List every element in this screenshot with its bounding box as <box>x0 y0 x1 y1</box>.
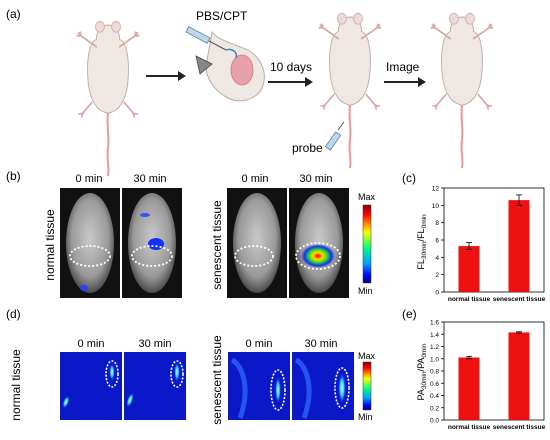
pa-image-normal-30min <box>124 352 186 420</box>
pa-image-normal-0min <box>60 352 122 420</box>
fl-colorbar: Max Min <box>358 192 376 296</box>
y-tick-label: 4 <box>435 255 439 262</box>
pa-colorbar: Max Min <box>358 351 376 422</box>
x-tick-label: normal tissue <box>448 296 491 303</box>
pa-image-senescent-30min <box>292 352 354 420</box>
fl-colorbar-min: Min <box>358 286 373 296</box>
panel-c-label: (c) <box>402 171 416 185</box>
bar <box>458 246 480 292</box>
mouse-illustration-3 <box>430 12 494 170</box>
panel-d: (d) 0 min 30 min 0 min 30 min normal tis… <box>6 307 376 425</box>
pa-colorbar-min: Min <box>358 412 373 422</box>
fl-image-senescent-30min <box>289 188 349 298</box>
mouse-illustration-2: probe <box>292 12 382 170</box>
y-tick-label: 0.6 <box>430 381 439 388</box>
y-tick-label: 2 <box>435 272 439 279</box>
roi-circle <box>69 245 111 267</box>
pa-roi <box>334 367 350 409</box>
panel-b-label: (b) <box>6 169 21 183</box>
treatment-label: PBS/CPT <box>196 9 248 23</box>
roi-circle <box>131 245 173 267</box>
x-tick-label: senescent tissue <box>493 296 546 303</box>
y-tick-label: 1.2 <box>430 344 439 351</box>
pa-image-senescent-0min <box>228 352 290 420</box>
x-tick-label: normal tissue <box>448 424 491 431</box>
arrow-right-3: Image <box>384 60 426 87</box>
panel-b: (b) 0 min 30 min 0 min 30 min normal tis… <box>6 169 376 298</box>
pa-colorbar-max: Max <box>358 351 376 361</box>
fl-time-0-normal: 0 min <box>76 173 103 185</box>
injection-illustration: PBS/CPT <box>185 9 265 102</box>
y-tick-label: 0.8 <box>430 369 439 376</box>
roi-circle <box>295 242 341 270</box>
panel-d-label: (d) <box>6 307 21 321</box>
bar <box>508 200 530 292</box>
y-tick-label: 0.0 <box>430 418 439 425</box>
pa-roi <box>170 360 184 388</box>
time-label: 10 days <box>270 60 312 74</box>
fl-time-30-normal: 30 min <box>133 173 166 185</box>
y-tick-label: 0.2 <box>430 405 439 412</box>
y-tick-label: 8 <box>435 220 439 227</box>
x-tick-label: senescent tissue <box>493 424 546 431</box>
chart-c: 0 2 4 6 8 10 12 normal tissue senescent tissue <box>432 186 546 304</box>
y-tick-label: 1.0 <box>430 356 439 363</box>
mouse-illustration-1 <box>76 20 140 178</box>
y-tick-label: 6 <box>435 238 439 245</box>
arrow-right-1 <box>146 71 186 81</box>
probe-label: probe <box>292 141 323 155</box>
pa-roi <box>270 369 286 411</box>
chart-c-ylabel: FL30min/FL0min <box>416 214 428 270</box>
pa-time-0-senescent: 0 min <box>246 338 273 350</box>
pa-time-30-senescent: 30 min <box>304 338 337 350</box>
panel-c: (c) FL30min/FL0min 0 2 4 6 8 10 12 normal tissu… <box>402 171 546 303</box>
fl-colorbar-max: Max <box>358 192 376 202</box>
fl-group-senescent: senescent tissue <box>210 200 224 290</box>
y-tick-label: 12 <box>432 186 440 193</box>
bar <box>508 332 530 420</box>
fl-image-normal-30min <box>122 188 182 298</box>
fl-time-30-senescent: 30 min <box>299 173 332 185</box>
fl-time-0-senescent: 0 min <box>242 173 269 185</box>
bar <box>458 357 480 420</box>
chart-e-ylabel: PA30min/PA0min <box>416 343 428 400</box>
y-tick-label: 1.4 <box>430 332 439 339</box>
y-tick-label: 1.6 <box>430 320 439 327</box>
panel-a: (a) PBS/CPT 10 days probe <box>6 7 494 178</box>
panel-e-label: (e) <box>402 307 417 321</box>
fl-group-normal: normal tissue <box>43 209 57 281</box>
pa-group-senescent: senescent tissue <box>210 335 224 425</box>
y-tick-label: 10 <box>432 203 440 210</box>
y-tick-label: 0.4 <box>430 393 439 400</box>
image-label: Image <box>386 60 420 74</box>
pa-time-30-normal: 30 min <box>138 338 171 350</box>
y-tick-label: 0 <box>435 290 439 297</box>
fl-image-normal-0min <box>60 188 120 298</box>
roi-circle <box>234 245 274 267</box>
fl-image-senescent-0min <box>227 188 287 298</box>
pa-time-0-normal: 0 min <box>78 338 105 350</box>
panel-e: (e) PA30min/PA0min 0.0 0.2 0.4 0.6 0.8 1.0 1.2… <box>402 307 546 431</box>
arrow-right-2: 10 days <box>268 60 313 87</box>
pa-group-normal: normal tissue <box>9 349 23 421</box>
chart-e: 0.0 0.2 0.4 0.6 0.8 1.0 1.2 1.4 1.6 normal tissue… <box>430 320 546 432</box>
pa-roi <box>105 360 119 388</box>
panel-a-label: (a) <box>6 7 21 21</box>
